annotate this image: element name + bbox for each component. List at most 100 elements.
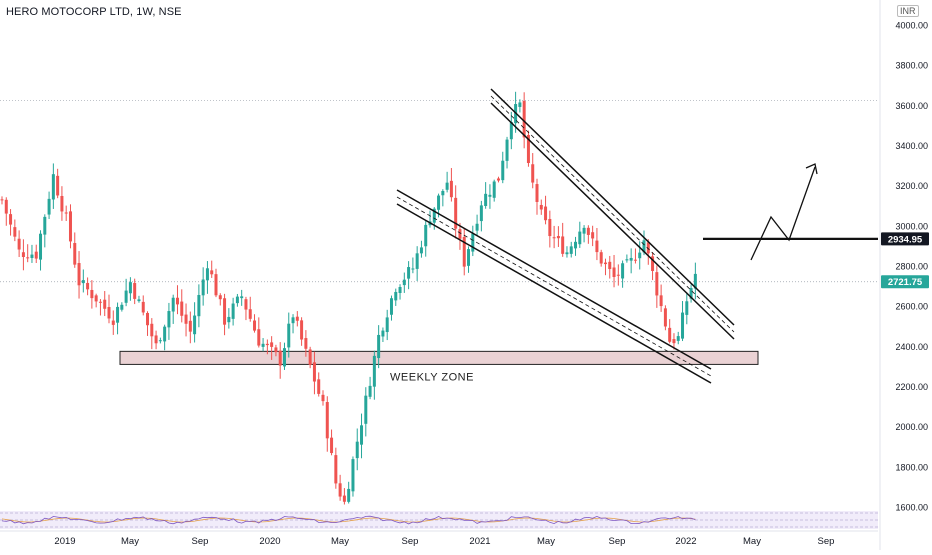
candle-body — [496, 178, 500, 181]
candle-body — [291, 317, 295, 324]
candle-body — [424, 224, 428, 247]
candle-body — [651, 256, 655, 271]
candle-body — [668, 327, 672, 342]
candle-body — [693, 273, 697, 289]
candle-body — [197, 294, 201, 317]
candle-body — [402, 279, 406, 286]
candle-body — [235, 296, 239, 304]
candle-body — [360, 425, 364, 445]
candle-body — [193, 315, 197, 335]
candle-body — [471, 233, 475, 252]
candle-body — [509, 121, 513, 140]
candle-body — [158, 340, 162, 342]
x-tick-label: May — [743, 536, 761, 547]
rsi-pane — [0, 511, 878, 529]
candle-body — [385, 317, 389, 333]
candle-body — [608, 261, 612, 270]
candle-body — [458, 229, 462, 239]
candle-body — [582, 227, 586, 234]
x-tick-label: 2020 — [259, 536, 280, 547]
candle-body — [120, 304, 124, 310]
candle-body — [531, 164, 535, 183]
candle-body — [64, 212, 68, 214]
price-label-bg — [881, 275, 929, 289]
candle-body — [612, 267, 616, 277]
upper-channel-bottom-line — [490, 102, 735, 340]
candle-body — [462, 236, 466, 267]
candle-body — [556, 236, 560, 239]
candle-body — [659, 295, 663, 307]
lower-channel-top-line — [396, 189, 712, 370]
candle-body — [454, 197, 458, 229]
candle-body — [544, 206, 548, 221]
x-tick-label: Sep — [402, 536, 419, 547]
candle-body — [231, 303, 235, 319]
candle-body — [34, 251, 38, 259]
candle-body — [342, 495, 346, 502]
y-tick-label: 2800.00 — [895, 262, 928, 272]
candle-body — [282, 348, 286, 367]
candle-body — [535, 184, 539, 202]
candle-body — [479, 205, 483, 222]
candle-body — [21, 252, 25, 257]
candle-body — [180, 301, 184, 316]
candle-body — [43, 216, 47, 235]
candle-body — [351, 459, 355, 492]
candle-body — [407, 267, 411, 279]
x-tick-label: 2019 — [54, 536, 75, 547]
lower-channel-mid-line — [396, 196, 712, 377]
candle-body — [432, 208, 436, 223]
candle-body — [681, 312, 685, 339]
y-tick-label: 1800.00 — [895, 462, 928, 472]
candle-body — [561, 236, 565, 254]
candle-body — [646, 242, 650, 254]
candle-body — [642, 240, 646, 253]
candle-body — [163, 326, 167, 342]
candle-body — [317, 379, 321, 394]
candle-body — [90, 289, 94, 299]
candle-body — [338, 483, 342, 497]
y-tick-label: 2400.00 — [895, 342, 928, 352]
candle-body — [676, 336, 680, 341]
candle-body — [287, 323, 291, 348]
candle-body — [86, 282, 90, 290]
y-tick-label: 2000.00 — [895, 422, 928, 432]
candle-body — [603, 262, 607, 265]
weekly-zone-layer: WEEKLY ZONE — [119, 350, 759, 383]
candle-body — [214, 274, 218, 296]
candle-body — [107, 307, 111, 319]
candle-body — [638, 252, 642, 259]
candle-body — [141, 301, 145, 313]
candle-body — [167, 311, 171, 328]
candle-body — [449, 180, 453, 198]
y-tick-label: 3600.00 — [895, 101, 928, 111]
candle-body — [116, 306, 120, 323]
candle-body — [103, 299, 107, 309]
candle-body — [201, 279, 205, 296]
x-tick-label: Sep — [818, 536, 835, 547]
candle-body — [368, 385, 372, 397]
candle-body — [146, 312, 150, 326]
candle-body — [655, 272, 659, 296]
candle-body — [591, 232, 595, 239]
candles-layer — [0, 91, 697, 505]
candle-body — [278, 350, 282, 366]
candle-body — [467, 249, 471, 266]
candle-body — [270, 342, 274, 347]
candle-body — [218, 295, 222, 300]
y-tick-label: 4000.00 — [895, 21, 928, 31]
currency-badge[interactable]: INR — [897, 5, 919, 17]
upper-channel-mid-line — [490, 95, 735, 333]
candle-body — [184, 314, 188, 324]
candle-body — [672, 339, 676, 344]
candle-body — [492, 181, 496, 198]
candle-body — [81, 280, 85, 284]
candle-body — [150, 323, 154, 337]
upper-channel-top-line — [490, 88, 735, 326]
drawing-layer — [396, 88, 878, 384]
candle-body — [321, 394, 325, 402]
candle-body — [124, 290, 128, 303]
candle-body — [565, 252, 569, 255]
